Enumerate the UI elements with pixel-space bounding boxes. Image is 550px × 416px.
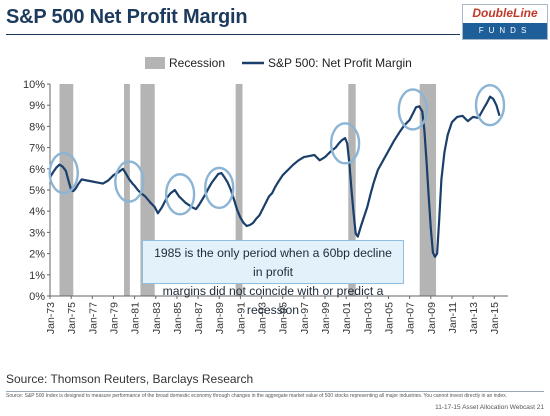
x-tick-label: Jan-97 — [299, 302, 311, 334]
recession-bar — [235, 84, 243, 296]
x-tick-label: Jan-03 — [362, 302, 374, 334]
x-tick-label: Jan-05 — [383, 302, 395, 334]
x-tick-label: Jan-91 — [235, 302, 247, 334]
legend-recession-swatch — [145, 57, 165, 69]
annotation-callout: 1985 is the only period when a 60bp decl… — [142, 240, 404, 317]
x-tick-label: Jan-13 — [468, 302, 480, 334]
source-note: Source: Thomson Reuters, Barclays Resear… — [6, 372, 254, 386]
highlight-circle — [114, 160, 145, 203]
highlight-circle — [397, 88, 429, 131]
x-tick-label: Jan-85 — [172, 302, 184, 334]
x-tick-label: Jan-89 — [214, 302, 226, 334]
y-tick-label: 7% — [29, 143, 45, 155]
x-tick-label: Jan-15 — [489, 302, 501, 334]
y-tick-label: 6% — [29, 164, 45, 176]
x-tick-label: Jan-87 — [193, 302, 205, 334]
highlight-circle — [474, 83, 506, 127]
x-tick-label: Jan-11 — [447, 302, 459, 333]
highlight-circle — [204, 166, 235, 210]
footer-divider — [6, 391, 544, 392]
title-divider — [6, 34, 460, 35]
y-tick-label: 2% — [29, 249, 45, 261]
highlight-circle — [329, 122, 361, 165]
margin-line — [49, 95, 501, 258]
x-tick-label: Jan-77 — [87, 302, 99, 334]
x-tick-label: Jan-01 — [341, 302, 353, 334]
highlight-circle — [164, 173, 196, 216]
page-title: S&P 500 Net Profit Margin — [6, 6, 248, 28]
x-tick-label: Jan-93 — [257, 302, 269, 334]
y-tick-label: 0% — [29, 291, 45, 303]
y-tick-label: 8% — [29, 121, 45, 133]
doubleline-logo: DoubleLine FUNDS — [462, 4, 548, 40]
recession-bar — [59, 84, 74, 296]
legend-line-label: S&P 500: Net Profit Margin — [268, 56, 412, 70]
disclaimer-text: Source: S&P 500 Index is designed to mea… — [6, 393, 508, 399]
logo-funds-bar: FUNDS — [463, 23, 547, 39]
annotation-line-1: 1985 is the only period when a 60bp decl… — [154, 246, 392, 279]
x-tick-label: Jan-09 — [426, 302, 438, 334]
y-tick-label: 9% — [29, 100, 45, 112]
x-tick-label: Jan-79 — [108, 302, 120, 334]
annotation-line-2: margins did not coincide with or predict… — [162, 284, 384, 317]
y-tick-label: 3% — [29, 227, 45, 239]
x-tick-label: Jan-73 — [45, 302, 57, 334]
x-tick-label: Jan-83 — [151, 302, 163, 334]
recession-bar — [124, 84, 130, 296]
x-tick-label: Jan-75 — [66, 302, 78, 334]
margin-series — [49, 95, 501, 258]
highlight-circle — [48, 151, 79, 195]
y-tick-label: 1% — [29, 270, 45, 282]
legend-recession-label: Recession — [169, 56, 225, 70]
x-tick-label: Jan-99 — [320, 302, 332, 334]
chart-axes: 0% 1% 2% 3% 4% 5% 6% 7% 8% 9% 10% Jan-73 Jan-75 Jan-7… — [23, 79, 508, 334]
webcast-label: 11-17-15 Asset Allocation Webcast 21 — [435, 404, 544, 411]
chart-legend: Recession S&P 500: Net Profit Margin — [145, 56, 412, 70]
highlight-circles — [48, 83, 506, 216]
x-tick-label: Jan-81 — [130, 302, 142, 334]
x-tick-label: Jan-95 — [278, 302, 290, 334]
y-tick-label: 4% — [29, 206, 45, 218]
profit-margin-chart: 0% 1% 2% 3% 4% 5% 6% 7% 8% 9% 10% Jan-73 Jan-75 Jan-7… — [23, 56, 508, 334]
y-tick-label: 10% — [23, 79, 45, 91]
logo-wordmark: DoubleLine — [463, 5, 547, 22]
y-tick-label: 5% — [29, 185, 45, 197]
x-tick-label: Jan-07 — [405, 302, 417, 334]
